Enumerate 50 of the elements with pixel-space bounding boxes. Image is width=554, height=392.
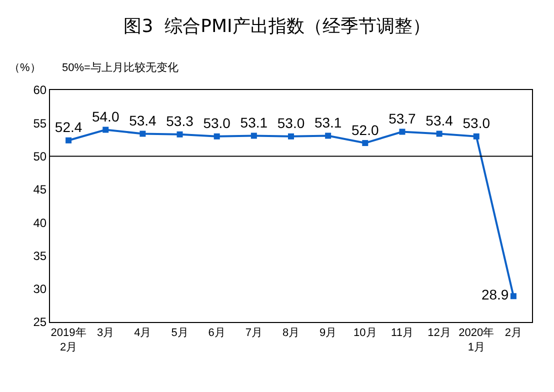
x-tick-label: 12月 bbox=[428, 327, 451, 340]
x-tick-label: 7月 bbox=[245, 327, 262, 340]
data-label: 53.4 bbox=[426, 112, 454, 128]
data-label: 53.4 bbox=[129, 112, 157, 128]
x-tick-label: 9月 bbox=[320, 327, 337, 340]
point bbox=[66, 137, 72, 144]
x-tick-label: 6月 bbox=[208, 327, 226, 340]
data-label: 53.0 bbox=[203, 115, 231, 132]
x-tick-label: 4月 bbox=[134, 327, 152, 340]
data-label: 52.4 bbox=[54, 119, 82, 136]
data-label: 53.0 bbox=[462, 115, 490, 132]
chart-title: 图3 综合PMI产出指数（经季节调整） bbox=[124, 16, 430, 38]
y-tick-label: 40 bbox=[33, 216, 47, 230]
text: 50%=与上月比较无变化 bbox=[62, 61, 178, 74]
x-tick-label: 10月 bbox=[354, 327, 377, 340]
data-label: 53.3 bbox=[166, 113, 194, 130]
x-tick-label: 11月 bbox=[391, 327, 414, 340]
y-tick-label: 55 bbox=[33, 116, 47, 130]
point bbox=[362, 140, 368, 146]
point bbox=[436, 130, 442, 137]
y-tick-label: 60 bbox=[33, 83, 47, 98]
y-tick-label: 35 bbox=[33, 248, 47, 263]
x-tick-label: 2019年 2月 bbox=[50, 327, 86, 354]
point bbox=[214, 133, 220, 140]
point bbox=[140, 130, 146, 137]
point bbox=[176, 131, 183, 138]
data-label: 53.1 bbox=[314, 114, 342, 130]
point bbox=[399, 128, 406, 135]
data-label: 53.7 bbox=[388, 110, 416, 127]
y-tick-label: 50 bbox=[33, 149, 47, 164]
data-label: 53.0 bbox=[277, 115, 305, 132]
x-tick-label: 2月 bbox=[504, 327, 522, 340]
data-label: 54.0 bbox=[92, 108, 120, 125]
x-tick-label: 5月 bbox=[171, 327, 188, 340]
data-label: 52.0 bbox=[352, 122, 379, 138]
point bbox=[510, 293, 516, 300]
point bbox=[288, 133, 294, 140]
point bbox=[473, 133, 480, 140]
x-tick-label: 3月 bbox=[97, 327, 114, 340]
data-label: 53.1 bbox=[240, 114, 268, 130]
y-tick-label: 30 bbox=[33, 282, 47, 296]
y-tick-label: 25 bbox=[33, 315, 47, 330]
data-label: 28.9 bbox=[481, 286, 509, 303]
y-tick-label: 45 bbox=[33, 182, 47, 197]
x-tick-label: 2020年 1月 bbox=[458, 327, 494, 354]
point bbox=[102, 126, 109, 133]
x-tick-label: 8月 bbox=[282, 327, 300, 340]
point bbox=[250, 132, 257, 139]
y-axis-title: （%） bbox=[9, 62, 41, 74]
point bbox=[325, 132, 332, 139]
